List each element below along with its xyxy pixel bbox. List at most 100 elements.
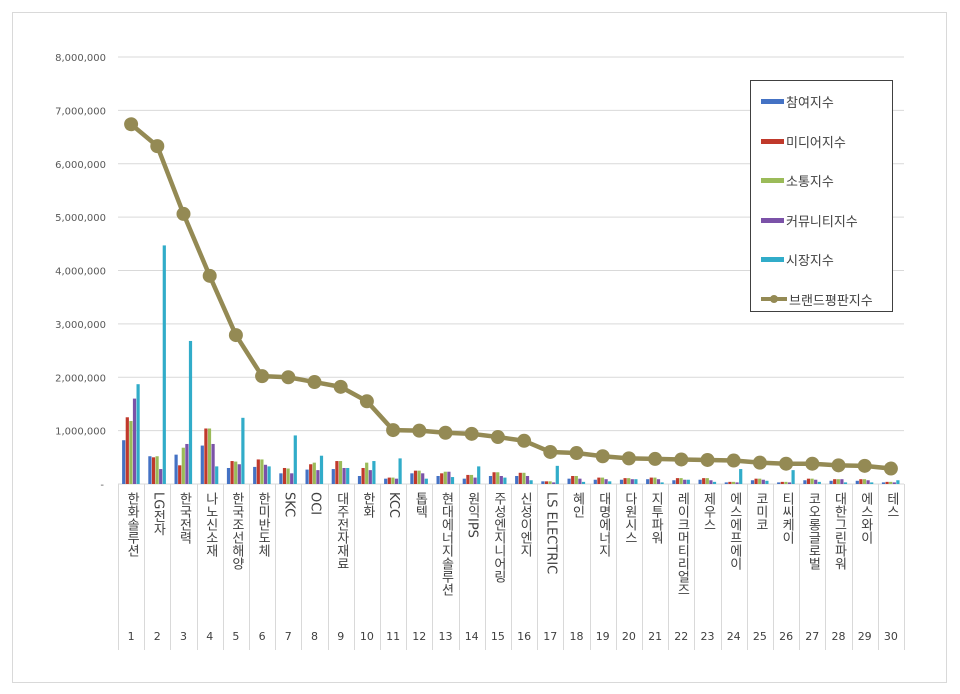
brand-index-point-30 bbox=[883, 461, 898, 476]
legend-label: 미디어지수 bbox=[786, 135, 846, 151]
y-tick-label: 3,000,000 bbox=[55, 320, 106, 331]
bar-3-11 bbox=[391, 477, 395, 484]
brand-index-point-26 bbox=[779, 456, 794, 471]
brand-index-point-16 bbox=[517, 433, 532, 448]
x-category-label: 레이크머티리얼즈 bbox=[674, 492, 690, 596]
x-rank-label: 20 bbox=[621, 630, 636, 643]
bar-4-14 bbox=[473, 477, 477, 484]
category-separator bbox=[904, 484, 905, 650]
bar-1-1 bbox=[122, 440, 126, 484]
brand-index-point-24 bbox=[726, 453, 741, 468]
category-separator bbox=[327, 484, 329, 650]
x-category-label: 톱텍 bbox=[412, 492, 428, 518]
bar-2-15 bbox=[492, 472, 496, 484]
bar-3-13 bbox=[443, 471, 447, 484]
x-category-label: 현대에너지솔루션 bbox=[438, 492, 454, 596]
bar-1-18 bbox=[567, 478, 571, 484]
bar-3-1 bbox=[129, 421, 133, 484]
bar-1-2 bbox=[148, 456, 152, 484]
x-rank-label: 30 bbox=[883, 630, 898, 643]
brand-index-point-14 bbox=[464, 426, 479, 441]
x-rank-label: 12 bbox=[412, 630, 427, 643]
bar-5-8 bbox=[319, 455, 324, 484]
bar-5-2 bbox=[162, 245, 166, 484]
bar-3-19 bbox=[600, 477, 605, 484]
bar-1-29 bbox=[855, 480, 859, 484]
bar-4-27 bbox=[814, 479, 818, 484]
x-rank-label: 19 bbox=[595, 630, 610, 643]
bar-1-30 bbox=[881, 482, 886, 484]
x-category-label: 코오롱글로벌 bbox=[805, 492, 821, 570]
bar-5-18 bbox=[581, 481, 586, 484]
bar-5-1 bbox=[136, 384, 140, 484]
x-rank-label: 17 bbox=[543, 630, 558, 643]
brand-index-point-5 bbox=[228, 328, 243, 343]
x-category-label: 한국전력 bbox=[176, 492, 192, 544]
x-category-label: LS ELECTRIC bbox=[543, 492, 559, 575]
category-separator bbox=[249, 484, 250, 650]
bar-3-2 bbox=[155, 456, 159, 484]
bar-2-22 bbox=[675, 478, 680, 484]
bar-4-17 bbox=[552, 482, 556, 484]
x-rank-label: 16 bbox=[517, 630, 532, 643]
bar-1-12 bbox=[410, 473, 414, 484]
x-category-label: 테스 bbox=[883, 492, 899, 518]
bar-2-12 bbox=[413, 470, 418, 484]
bar-1-20 bbox=[619, 479, 624, 484]
x-rank-label: 18 bbox=[569, 630, 584, 643]
bar-4-1 bbox=[132, 398, 137, 484]
bar-5-28 bbox=[843, 482, 848, 484]
bar-4-29 bbox=[866, 480, 870, 484]
x-rank-label: 26 bbox=[779, 630, 794, 643]
bar-1-8 bbox=[305, 469, 309, 484]
bar-5-6 bbox=[267, 466, 271, 484]
brand-index-point-21 bbox=[648, 451, 663, 466]
bar-3-9 bbox=[338, 461, 343, 484]
category-separator bbox=[511, 484, 512, 650]
category-separator bbox=[642, 484, 643, 650]
bar-3-10 bbox=[365, 462, 369, 484]
legend-label: 소통지수 bbox=[786, 175, 834, 190]
bar-3-26 bbox=[784, 481, 788, 484]
bar-3-27 bbox=[810, 478, 814, 484]
bar-3-25 bbox=[758, 478, 762, 484]
x-category-label: 한화솔루션 bbox=[124, 492, 140, 557]
bar-2-20 bbox=[623, 478, 627, 484]
bar-1-16 bbox=[515, 475, 519, 484]
brand-index-point-7 bbox=[281, 370, 296, 385]
x-category-label: OCI bbox=[307, 492, 323, 516]
bar-4-28 bbox=[840, 479, 844, 484]
bar-5-30 bbox=[896, 480, 900, 484]
legend-item: 시장지수 bbox=[761, 250, 834, 269]
brand-index-point-28 bbox=[831, 458, 846, 473]
bar-2-1 bbox=[125, 417, 129, 484]
bar-1-17 bbox=[541, 481, 545, 484]
category-separator bbox=[380, 484, 381, 650]
bar-2-2 bbox=[151, 457, 156, 484]
x-category-label: 코미코 bbox=[752, 492, 768, 531]
x-rank-label: 29 bbox=[857, 630, 872, 643]
bar-5-11 bbox=[398, 458, 402, 484]
category-separator bbox=[825, 484, 827, 650]
bar-1-11 bbox=[384, 478, 388, 484]
bar-5-25 bbox=[765, 480, 769, 484]
x-category-label: 대명에너지 bbox=[595, 492, 611, 557]
x-rank-label: 1 bbox=[127, 630, 135, 643]
legend-item: 브랜드평판지수 bbox=[761, 290, 873, 309]
bar-1-28 bbox=[829, 480, 833, 484]
category-separator bbox=[458, 484, 460, 650]
bar-2-7 bbox=[282, 467, 287, 484]
y-tick-label: 5,000,000 bbox=[55, 213, 106, 224]
x-category-label: 혜인 bbox=[569, 492, 585, 518]
x-category-label: 지투파워 bbox=[648, 492, 664, 544]
bar-2-27 bbox=[806, 478, 811, 484]
bar-4-23 bbox=[709, 480, 713, 484]
category-separator bbox=[563, 484, 565, 650]
brand-index-point-9 bbox=[333, 379, 348, 394]
bar-2-21 bbox=[649, 477, 653, 484]
x-category-label: 다원시스 bbox=[621, 492, 637, 544]
bar-4-12 bbox=[421, 473, 425, 484]
bar-3-12 bbox=[417, 470, 421, 484]
legend-item: 참여지수 bbox=[761, 92, 834, 111]
bar-4-5 bbox=[237, 464, 241, 484]
